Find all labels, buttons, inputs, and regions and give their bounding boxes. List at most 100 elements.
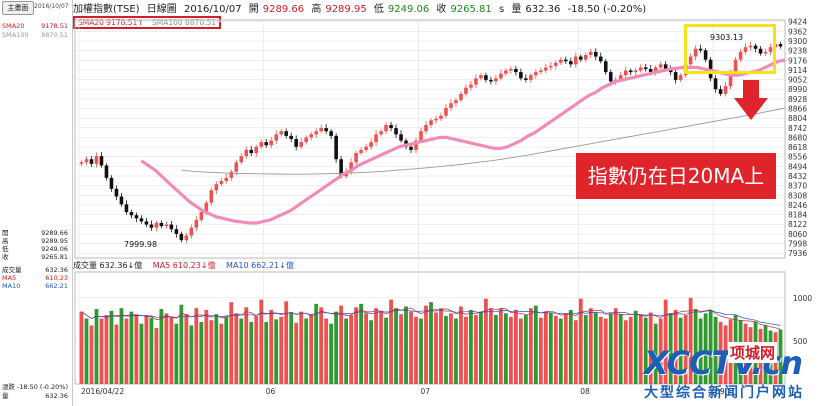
sidebar-low-row: 低 9249.06 [2,245,68,253]
volume-bar [309,314,314,384]
open-label: 開 [248,4,259,15]
candle-body [334,135,338,160]
volume-bar [648,312,653,384]
volume-bar [234,313,239,384]
volume-bar [384,317,388,384]
candle-body [194,219,199,228]
candle-body [559,59,563,63]
volume-bar [204,309,209,384]
candle-body [269,140,274,146]
high-point-label: 9303.13 [710,33,743,42]
candle-body [723,86,728,94]
volume-bar [199,321,204,384]
volume-bar [249,321,254,384]
candle-body [89,159,94,164]
volume-bar [454,318,458,384]
volume-bar [299,311,304,384]
volume-bar [429,302,433,384]
volume-bar [169,316,174,384]
volume-bar [374,308,378,384]
volume-bar [364,313,368,384]
sidebar-sma100-row: SMA100 8870.51 [2,31,68,39]
candle-body [743,47,748,52]
volume-bar [479,311,483,384]
volume-bar [723,325,728,384]
volume-bar [588,308,593,384]
candle-body [718,89,723,94]
low-value: 9249.06 [387,4,430,15]
watermark-logo: XCCTV.cn [644,344,803,382]
volume-bar [114,324,119,384]
volume-bar [254,315,259,384]
volume-bar [469,309,473,384]
vol-value: 632.36 [525,4,561,15]
candle-body [489,79,493,82]
volume-bar [523,315,528,384]
volume-legend-ma5: MA5 610.23↓億 [152,261,216,270]
volume-bar [449,313,453,384]
x-tick-label: 2016/04/22 [81,387,124,396]
sidebar-close-row: 收 9265.81 [2,253,68,261]
candle-body [778,44,783,47]
volume-bar [409,311,413,384]
price-tick-label: 8742 [788,124,807,133]
candle-body [339,159,343,177]
volume-bar [349,315,354,384]
candle-body [294,139,298,147]
candle-body [224,177,229,181]
candle-body [189,227,194,236]
candle-body [429,120,433,125]
candle-body [474,78,478,85]
volume-bar [419,318,423,384]
candle-body [593,51,598,57]
candle-body [149,224,154,228]
volume-bar [618,314,623,384]
callout-label: 指數仍在日20MA上 [576,153,776,199]
sidebar-ma10-row: MA10 662.21 [2,282,68,290]
candle-body [424,125,428,132]
volume-bar [159,309,164,384]
candle-body [254,146,259,153]
volume-bar [319,307,324,384]
candle-body [324,128,328,132]
volume-bar [334,311,339,384]
sidebar-open-row: 開 9289.66 [2,229,68,237]
volume-bar [484,298,488,384]
volume-bar [354,307,359,384]
chart-title: 加權指數(TSE) [73,4,140,15]
candle-body [688,56,693,65]
volume-bar [179,304,184,384]
volume-bar [404,306,408,384]
candle-body [174,229,179,234]
volume-bar [464,316,468,384]
candle-body [234,162,239,172]
volume-bar [568,309,573,384]
volume-bar [508,316,513,384]
main-screen-button[interactable]: 主畫面 [2,1,34,15]
volume-bar [259,299,264,384]
volume-bar [239,318,244,384]
price-tick-label: 9362 [788,27,807,36]
volume-bar [284,301,289,384]
sidebar-panel: 主畫面 2016/10/07 SMA20 9178.51 SMA100 8870.5… [0,0,73,406]
volume-bar [688,297,693,384]
candle-body [713,78,718,90]
sma100-line [181,107,786,175]
x-tick-label: 07 [421,387,431,396]
price-tick-label: 8556 [788,153,807,162]
volume-bar [533,305,538,384]
candle-body [653,67,658,73]
candle-body [439,115,443,119]
candle-body [274,134,279,141]
volume-bar [229,302,234,384]
candle-body [239,156,244,163]
candle-body [544,67,548,71]
volume-bar [279,316,284,384]
candle-body [84,159,89,163]
volume-bar [139,323,144,384]
candle-body [608,72,613,82]
volume-bar [553,315,558,384]
volume-bar [558,318,563,384]
price-tick-label: 8122 [788,220,807,229]
volume-bar [79,311,84,384]
